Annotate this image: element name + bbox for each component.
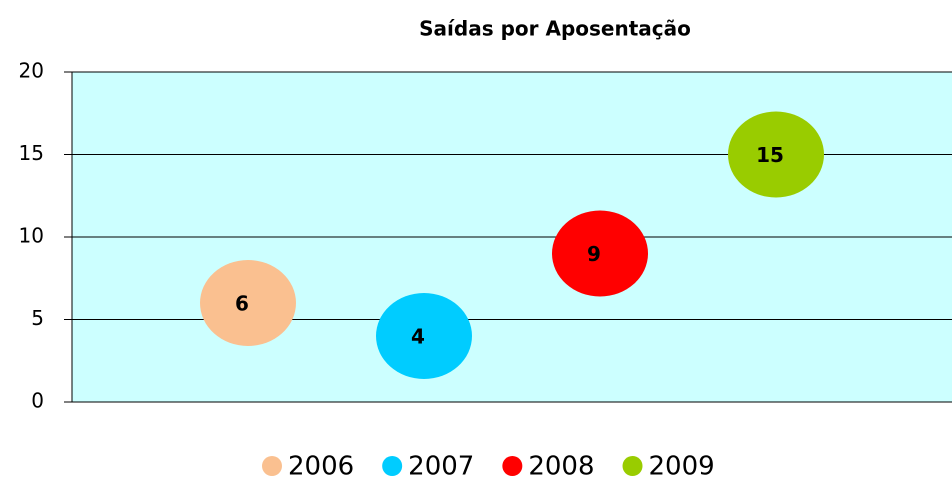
bubble [376,293,472,379]
legend-label: 2008 [528,452,594,481]
bubble [552,210,648,297]
chart-title: Saídas por Aposentação [419,17,691,41]
data-label: 9 [587,242,601,266]
legend-label: 2007 [408,452,474,481]
legend-marker [382,456,403,476]
y-tick-label: 0 [31,389,44,413]
data-label: 6 [235,292,249,316]
bubble [200,260,296,346]
legend-label: 2009 [649,452,715,481]
data-label: 4 [411,325,425,349]
y-tick-label: 10 [19,224,44,248]
legend-marker [262,456,282,476]
y-tick-label: 20 [19,59,44,83]
y-tick-label: 5 [31,306,44,330]
legend-marker [502,456,523,476]
legend-marker [622,456,643,476]
data-label: 15 [756,143,784,167]
legend-label: 2006 [288,452,354,481]
bubble [728,111,824,198]
y-tick-label: 15 [19,141,44,165]
